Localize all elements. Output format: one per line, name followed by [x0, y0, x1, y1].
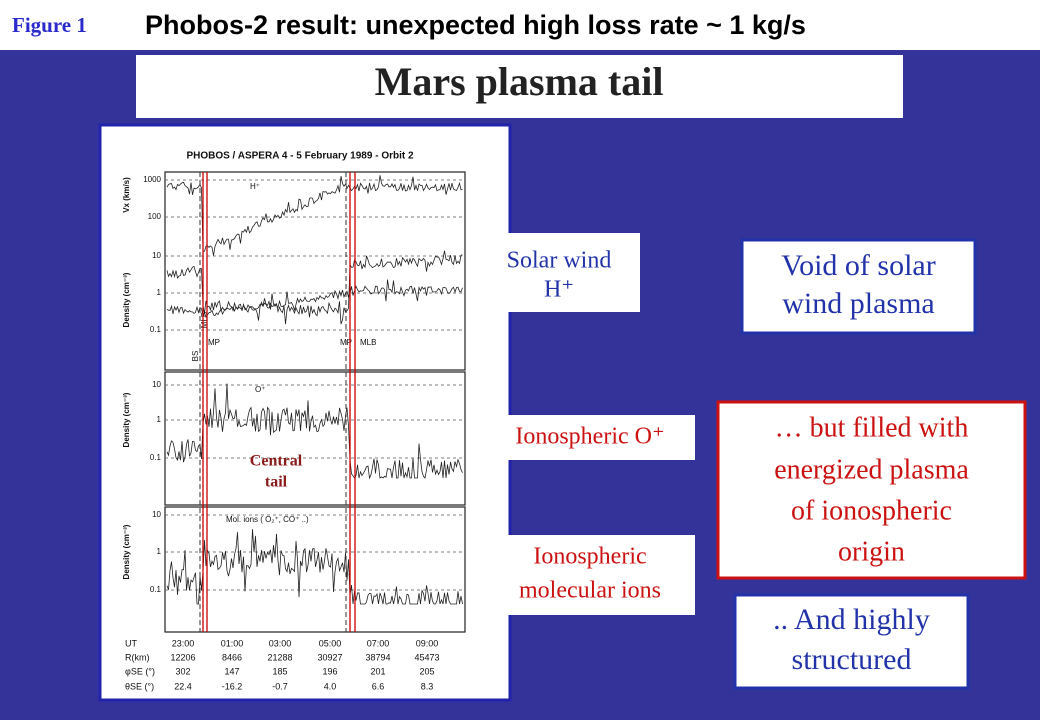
tick-label: 100 [148, 212, 162, 221]
species-label: O⁺ [255, 385, 265, 394]
table-cell: 201 [370, 666, 385, 676]
slide-title-box [136, 55, 903, 118]
callout-box [740, 238, 977, 335]
table-cell: 21288 [267, 652, 292, 662]
table-cell: 38794 [365, 652, 390, 662]
table-cell: 302 [175, 666, 190, 676]
callout-text: structured [792, 643, 912, 676]
table-cell: 4.0 [324, 681, 337, 691]
tick-label: 10 [152, 380, 161, 389]
table-cell: 05:00 [319, 638, 342, 648]
callout-text: of ionospheric [791, 495, 952, 526]
tick-label: 10 [152, 510, 161, 519]
callout-box [716, 400, 1027, 580]
table-row-label: R(km) [125, 652, 150, 662]
callout-text: Void of solar [781, 249, 935, 282]
callout-text: Solar wind [507, 248, 612, 274]
trace [166, 250, 463, 325]
species-label: Mol. ions ( O₂⁺, CO⁺ ..) [226, 515, 309, 524]
annotation: tail [265, 474, 288, 491]
callout-text: … but filled with [775, 412, 969, 443]
callout-box [485, 535, 695, 615]
trace [166, 279, 463, 318]
boundary-label: MLB [200, 312, 209, 328]
axis-label: Density (cm⁻³) [122, 392, 131, 447]
callouts: Solar wind H⁺ Void of solar wind plasma Iono… [478, 233, 1027, 690]
figure-panel [98, 123, 512, 702]
table-cell: 12206 [170, 652, 195, 662]
table-cell: 45473 [414, 652, 439, 662]
callout-text: wind plasma [782, 287, 934, 320]
table-cell: 196 [322, 666, 337, 676]
boundary-label: MP [208, 338, 220, 347]
header-band [0, 0, 1040, 50]
figure-label: Figure 1 [12, 13, 87, 37]
table-cell: 30927 [317, 652, 342, 662]
boundary-label: MLB [360, 338, 376, 347]
table-row-label: UT [125, 638, 137, 648]
callout-box [733, 593, 970, 690]
callout-box [485, 415, 695, 460]
callout-text: origin [838, 536, 905, 567]
callout-text: Ionospheric O⁺ [515, 424, 664, 450]
table-row-label: θSE (°) [125, 681, 154, 691]
callout-text: molecular ions [519, 578, 661, 604]
trace [166, 383, 463, 480]
figure: PHOBOS / ASPERA 4 - 5 February 1989 - Or… [122, 151, 466, 691]
trace [166, 529, 463, 605]
table-cell: 23:00 [172, 638, 195, 648]
header-title: Phobos-2 result: unexpected high loss ra… [145, 10, 806, 40]
boundary-label: BS [191, 351, 200, 362]
tick-label: 1000 [143, 175, 161, 184]
callout-text: H⁺ [544, 277, 574, 303]
table-row-label: φSE (°) [125, 666, 155, 676]
trace [166, 175, 463, 256]
table-cell: -16.2 [222, 681, 243, 691]
axis-label: Density (cm⁻³) [122, 272, 131, 327]
tick-label: 0.1 [150, 453, 162, 462]
tick-label: 1 [157, 415, 162, 424]
annotation: Central [250, 453, 303, 470]
tick-label: 0.1 [150, 585, 162, 594]
table-cell: 8466 [222, 652, 242, 662]
figure-title: PHOBOS / ASPERA 4 - 5 February 1989 - Or… [186, 151, 414, 162]
table-cell: -0.7 [272, 681, 288, 691]
callout-box [478, 233, 640, 312]
table-cell: 03:00 [269, 638, 292, 648]
callout-text: energized plasma [774, 454, 969, 485]
table-cell: 147 [224, 666, 239, 676]
table-cell: 22.4 [174, 681, 192, 691]
axis-label: Density (cm⁻³) [122, 524, 131, 579]
table-cell: 09:00 [416, 638, 439, 648]
plot-frame [164, 171, 466, 371]
callout-text: .. And highly [773, 603, 930, 636]
slide-title: Mars plasma tail [375, 59, 664, 104]
tick-label: 1 [157, 547, 162, 556]
table-cell: 205 [419, 666, 434, 676]
species-label: H⁺ [250, 182, 260, 191]
table-cell: 07:00 [367, 638, 390, 648]
table-cell: 8.3 [421, 681, 434, 691]
tick-label: 1 [157, 288, 162, 297]
plot-frame [164, 371, 466, 506]
callout-text: Ionospheric [533, 544, 646, 570]
table-cell: 01:00 [221, 638, 244, 648]
table-cell: 185 [272, 666, 287, 676]
tick-label: 10 [152, 251, 161, 260]
table-cell: 6.6 [372, 681, 385, 691]
plot-frame [164, 506, 466, 633]
tick-label: 0.1 [150, 325, 162, 334]
axis-label: Vx (km/s) [122, 177, 131, 213]
